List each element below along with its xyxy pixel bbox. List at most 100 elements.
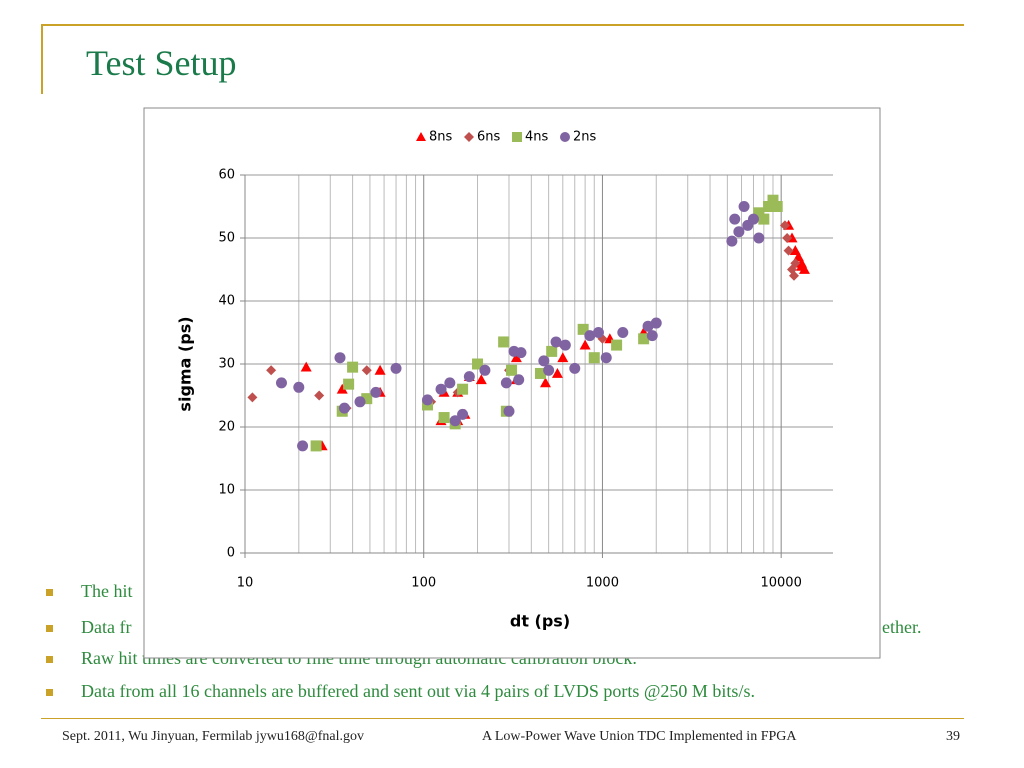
x-tick-label: 100 <box>411 576 436 591</box>
point <box>449 415 461 427</box>
bullet: Data from all 16 channels are buffered a… <box>46 681 755 702</box>
point <box>314 390 325 401</box>
bullet: The hit <box>46 581 133 602</box>
point <box>588 352 600 364</box>
point <box>310 440 322 452</box>
footer-left: Sept. 2011, Wu Jinyuan, Fermilab jywu168… <box>62 729 365 744</box>
point <box>500 377 512 389</box>
y-axis-label: sigma (ps) <box>176 316 195 411</box>
point <box>557 352 569 363</box>
deco-footline <box>41 718 964 719</box>
point <box>503 405 515 417</box>
point <box>338 402 350 414</box>
bullet-text: Data fr <box>81 617 132 637</box>
point <box>457 383 469 395</box>
legend-marker <box>560 132 570 142</box>
legend-marker <box>464 132 474 142</box>
legend-label: 4ns <box>525 130 549 145</box>
point <box>758 213 770 225</box>
y-tick-label: 40 <box>218 294 235 309</box>
point <box>753 232 765 244</box>
deco-vline <box>41 24 43 94</box>
point <box>796 260 808 271</box>
point <box>771 201 783 212</box>
legend-label: 8ns <box>429 130 453 145</box>
point <box>515 347 527 359</box>
point <box>611 339 623 351</box>
x-tick-label: 1000 <box>586 576 619 591</box>
x-tick-label: 10000 <box>760 576 801 591</box>
point <box>747 213 759 225</box>
point <box>726 235 738 247</box>
point <box>457 408 469 420</box>
point <box>767 194 779 206</box>
point <box>435 383 447 395</box>
point <box>506 364 518 376</box>
y-tick-label: 50 <box>218 231 235 246</box>
point <box>247 392 258 403</box>
slide-title: Test Setup <box>86 43 237 83</box>
page-number: 39 <box>946 729 960 744</box>
point <box>577 323 589 335</box>
point <box>390 362 402 374</box>
y-tick-label: 20 <box>218 420 235 435</box>
point <box>370 386 382 398</box>
point <box>617 327 629 338</box>
bullet: Data fr <box>46 617 131 638</box>
legend-marker <box>416 132 426 141</box>
point <box>472 358 484 370</box>
point <box>538 355 550 367</box>
point <box>733 226 745 238</box>
y-tick-label: 30 <box>218 357 235 372</box>
point <box>300 361 312 372</box>
point <box>510 352 522 363</box>
point <box>297 440 309 452</box>
point <box>347 361 359 373</box>
legend-marker <box>512 132 522 142</box>
y-tick-label: 0 <box>227 546 235 561</box>
point <box>551 367 563 378</box>
x-tick-label: 10 <box>237 576 254 591</box>
point <box>444 377 456 389</box>
point <box>782 233 793 243</box>
point <box>534 367 546 379</box>
point <box>343 378 355 390</box>
point <box>789 270 800 281</box>
point <box>539 377 551 388</box>
point <box>638 333 650 345</box>
point <box>729 213 741 225</box>
deco-hline <box>41 24 964 26</box>
point <box>738 201 750 212</box>
bullet-text: Data from all 16 channels are buffered a… <box>81 681 755 701</box>
point <box>543 364 555 376</box>
point <box>266 365 277 376</box>
legend-label: 6ns <box>477 130 501 145</box>
point <box>646 330 658 342</box>
point <box>513 374 525 386</box>
point <box>650 317 662 329</box>
footer-center: A Low-Power Wave Union TDC Implemented i… <box>482 729 797 744</box>
point <box>293 381 305 393</box>
point <box>584 330 596 342</box>
point <box>275 377 287 389</box>
point <box>569 362 581 374</box>
point <box>361 365 372 376</box>
point <box>498 336 510 348</box>
y-tick-label: 60 <box>218 168 235 183</box>
point <box>790 258 801 269</box>
bullet-text: The hit <box>81 581 133 601</box>
point <box>763 201 775 212</box>
bullet-text: ether. <box>882 617 922 637</box>
point <box>463 371 475 383</box>
x-axis-label: dt (ps) <box>510 612 570 631</box>
point <box>361 393 373 405</box>
point <box>579 339 591 350</box>
point <box>475 374 487 385</box>
point <box>546 345 558 357</box>
point <box>592 327 604 338</box>
point <box>753 207 765 219</box>
point <box>438 412 450 424</box>
point <box>479 364 491 376</box>
